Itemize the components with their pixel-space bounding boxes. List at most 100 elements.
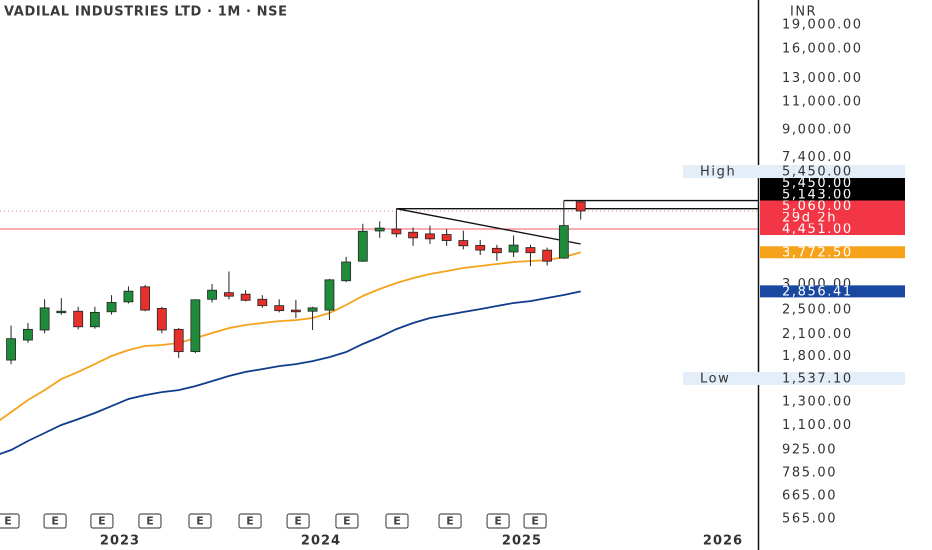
y-tick-label: 665.00 bbox=[782, 489, 837, 504]
candle-body bbox=[106, 302, 117, 313]
price-label-box bbox=[760, 223, 905, 236]
y-tick-label: 19,000.00 bbox=[782, 18, 863, 33]
chart-title: VADILAL INDUSTRIES LTD · 1M · NSE bbox=[4, 5, 288, 20]
event-label: E bbox=[294, 515, 302, 528]
event-marker bbox=[438, 513, 462, 529]
candle-body bbox=[508, 244, 519, 253]
candle-body bbox=[425, 233, 435, 240]
price-label-box bbox=[760, 177, 905, 190]
event-label: E bbox=[494, 515, 502, 528]
event-marker bbox=[335, 513, 359, 529]
price-label: 2,856.41 bbox=[782, 284, 853, 299]
event-label: E bbox=[531, 515, 539, 528]
price-label-box bbox=[760, 188, 905, 201]
x-tick-label: 2025 bbox=[502, 534, 542, 549]
event-label: E bbox=[246, 515, 254, 528]
moving-average-line bbox=[0, 251, 581, 422]
low-marker-value: 1,537.10 bbox=[782, 371, 853, 386]
high-marker-value: 5,450.00 bbox=[782, 165, 853, 180]
event-label: E bbox=[4, 515, 12, 528]
event-label: E bbox=[343, 515, 351, 528]
candle-body bbox=[39, 307, 50, 331]
y-tick-label: 13,000.00 bbox=[782, 71, 863, 86]
countdown-label-box bbox=[760, 211, 905, 224]
price-label-box bbox=[760, 246, 905, 259]
candle-body bbox=[173, 328, 184, 353]
candle-body bbox=[558, 225, 569, 259]
x-tick-label: 2026 bbox=[703, 534, 743, 549]
candle-body bbox=[491, 247, 502, 254]
high-marker-label: High bbox=[700, 165, 736, 180]
y-tick-label: 1,300.00 bbox=[782, 395, 853, 410]
event-marker bbox=[0, 513, 20, 529]
event-marker bbox=[238, 513, 262, 529]
candle-body bbox=[240, 293, 251, 301]
candle-body bbox=[257, 298, 268, 307]
y-tick-label: 9,000.00 bbox=[782, 123, 853, 138]
candle-body bbox=[224, 292, 234, 297]
candle-body bbox=[324, 279, 335, 311]
event-marker bbox=[138, 513, 162, 529]
price-label: 3,772.50 bbox=[782, 245, 853, 260]
candle-body bbox=[441, 234, 452, 241]
candle-body bbox=[475, 245, 486, 251]
candle-body bbox=[575, 201, 586, 212]
x-tick-label: 2024 bbox=[301, 534, 341, 549]
candle-body bbox=[357, 230, 368, 262]
event-label: E bbox=[146, 515, 154, 528]
y-tick-label: 1,100.00 bbox=[782, 418, 853, 433]
price-label-box bbox=[760, 200, 905, 213]
y-tick-label: 16,000.00 bbox=[782, 42, 863, 57]
event-label: E bbox=[393, 515, 401, 528]
event-label: E bbox=[98, 515, 106, 528]
y-tick-label: 2,100.00 bbox=[782, 327, 853, 342]
event-label: E bbox=[51, 515, 59, 528]
event-label: E bbox=[196, 515, 204, 528]
event-marker bbox=[523, 513, 547, 529]
price-label: 4,451.00 bbox=[782, 222, 853, 237]
low-marker-label: Low bbox=[700, 371, 730, 386]
y-tick-label: 1,800.00 bbox=[782, 349, 853, 364]
x-tick-label: 2023 bbox=[100, 534, 140, 549]
event-marker bbox=[43, 513, 67, 529]
event-label: E bbox=[446, 515, 454, 528]
y-tick-label: 785.00 bbox=[782, 465, 837, 480]
y-tick-label: 565.00 bbox=[782, 512, 837, 527]
y-tick-label: 11,000.00 bbox=[782, 94, 863, 109]
event-marker bbox=[486, 513, 510, 529]
price-label: 5,060.00 bbox=[782, 199, 853, 214]
candle-body bbox=[123, 290, 134, 303]
candle-body bbox=[458, 240, 469, 247]
price-label: 5,450.00 bbox=[782, 176, 853, 191]
candle-body bbox=[73, 310, 84, 328]
y-tick-label: 2,500.00 bbox=[782, 303, 853, 318]
candle-body bbox=[542, 249, 553, 262]
event-marker bbox=[90, 513, 114, 529]
event-marker bbox=[385, 513, 409, 529]
low-marker-box bbox=[683, 371, 905, 385]
candle-body bbox=[56, 310, 67, 314]
event-marker bbox=[188, 513, 212, 529]
candle-body bbox=[391, 228, 402, 235]
event-marker bbox=[286, 513, 310, 529]
y-tick-label: 7,400.00 bbox=[782, 150, 853, 165]
candle-body bbox=[207, 289, 217, 300]
price-label-box bbox=[760, 285, 905, 298]
candle-body bbox=[374, 227, 385, 232]
price-axis: 19,000.00 16,000.00 13,000.00 11,000.00 9,00… bbox=[683, 18, 905, 527]
candle-body bbox=[341, 261, 352, 282]
candle-body bbox=[190, 299, 201, 353]
candle-body bbox=[408, 231, 418, 239]
price-label: 5,143.00 bbox=[782, 188, 853, 203]
candle-body bbox=[156, 308, 167, 331]
candle-body bbox=[274, 305, 285, 312]
countdown-label: 29d 2h bbox=[782, 211, 837, 226]
currency: INR bbox=[790, 5, 817, 20]
candle-body bbox=[307, 307, 318, 312]
y-tick-label: 925.00 bbox=[782, 442, 837, 457]
candle-body bbox=[140, 286, 151, 311]
candle-body bbox=[525, 247, 536, 254]
trend-line bbox=[396, 208, 581, 245]
high-marker-box bbox=[683, 165, 905, 179]
